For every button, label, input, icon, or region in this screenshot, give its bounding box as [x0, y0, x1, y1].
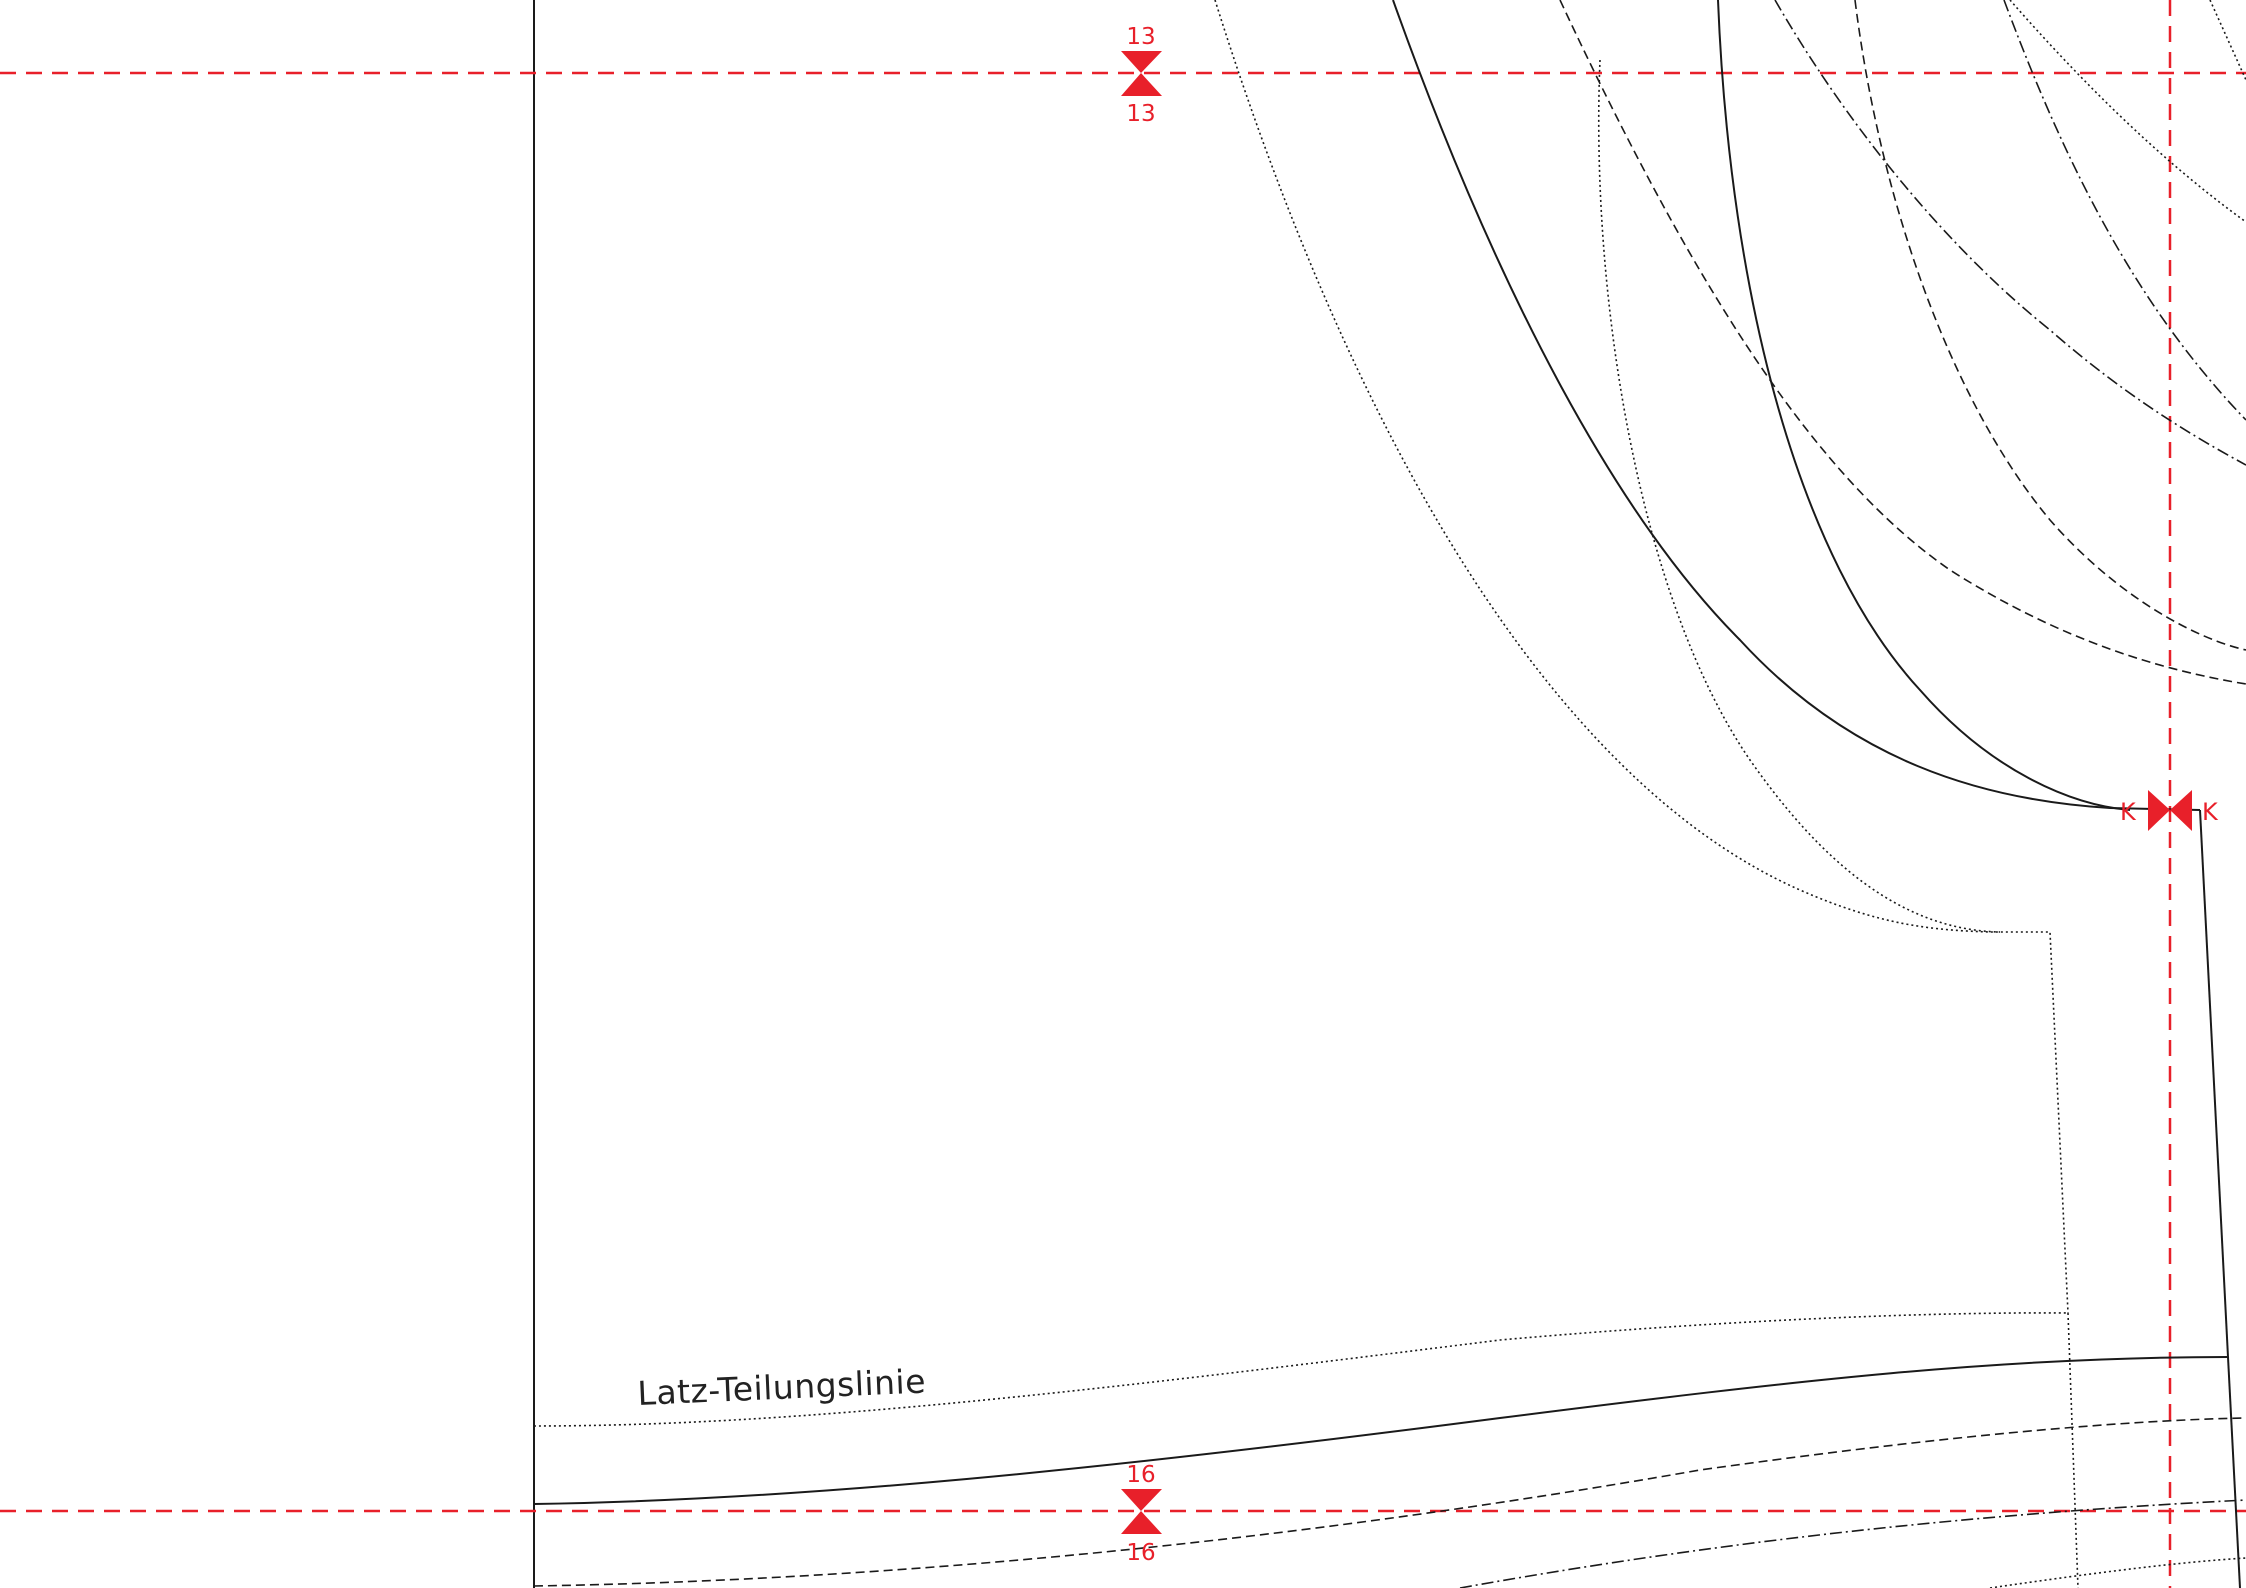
dotted-inner-curve	[1597, 59, 2001, 933]
dotted-armhole-curve	[1214, 0, 2069, 1314]
solid-side-seam-lower	[2227, 1356, 2241, 1588]
notch-label-13-top: 13	[1126, 24, 1155, 50]
bib-division-label: Latz-Teilungslinie	[637, 1361, 927, 1413]
notch-label-k-left: K	[2120, 798, 2137, 826]
dashdot-curve-c	[1774, 0, 2246, 466]
dashed-curve-a	[1559, 0, 2246, 685]
notch-triangle-top	[1121, 1489, 1162, 1511]
dashed-curve-b	[1854, 0, 2246, 651]
solid-armhole-curve-inner	[1717, 0, 2131, 811]
solid-waist-line	[533, 1356, 2229, 1505]
dotted-side-seam	[2067, 1312, 2079, 1588]
dotted-waist-line-c	[1989, 1557, 2246, 1588]
notch-label-13-bottom: 13	[1126, 101, 1155, 127]
dashdot-curve-d	[2003, 0, 2246, 421]
notch-marker-16: 16 16	[1121, 1462, 1162, 1566]
solid-armhole-curve-outer	[1392, 0, 2201, 811]
solid-side-seam	[2199, 809, 2229, 1358]
notch-triangle-top	[1121, 51, 1162, 73]
notch-marker-k: K K	[2120, 790, 2219, 831]
dotted-curve-f	[2209, 0, 2246, 81]
notch-label-k-right: K	[2202, 798, 2219, 826]
dashed-waist-line-a	[533, 1417, 2246, 1587]
notch-triangle-left	[2148, 790, 2170, 831]
notch-marker-13: 13 13	[1121, 24, 1162, 127]
notch-label-16-top: 16	[1126, 1462, 1155, 1488]
notch-triangle-right	[2170, 790, 2192, 831]
notch-triangle-bottom	[1121, 73, 1162, 96]
dashdot-waist-line-b	[1459, 1499, 2246, 1588]
notch-triangle-bottom	[1121, 1511, 1162, 1534]
dotted-curve-e	[2009, 0, 2246, 223]
notch-label-16-bottom: 16	[1126, 1540, 1155, 1566]
